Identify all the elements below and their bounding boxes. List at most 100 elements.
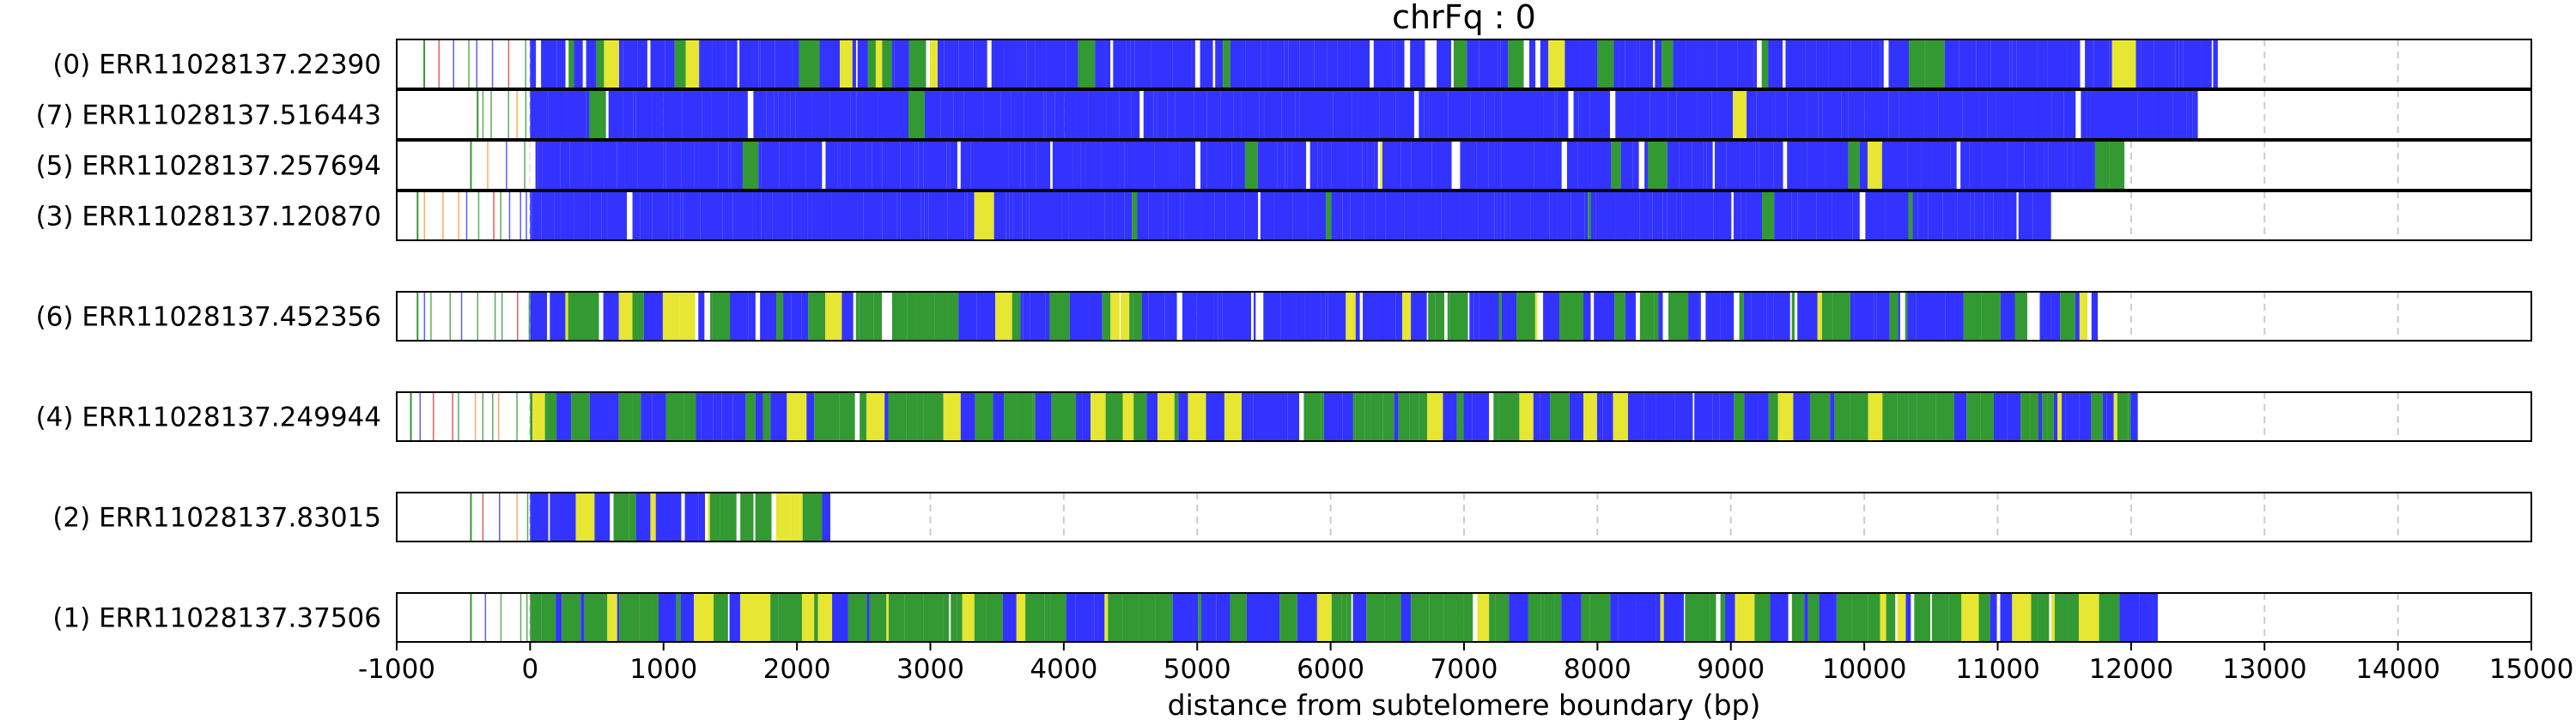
read-segment bbox=[1549, 191, 1552, 240]
read-segment bbox=[673, 141, 682, 190]
read-segment bbox=[492, 392, 494, 441]
read-segment bbox=[2102, 392, 2107, 441]
read-segment bbox=[605, 90, 609, 139]
read-segment bbox=[1945, 292, 1954, 341]
read-segment bbox=[1712, 141, 1716, 190]
read-segment bbox=[737, 39, 740, 88]
read-segment bbox=[639, 593, 653, 642]
read-segment bbox=[1916, 292, 1935, 341]
read-segment bbox=[1151, 39, 1167, 88]
read-label: (6) ERR11028137.452356 bbox=[36, 302, 381, 333]
read-segment bbox=[1251, 292, 1255, 341]
read-segment bbox=[778, 593, 782, 642]
read-segment bbox=[1215, 39, 1224, 88]
read-segment bbox=[1346, 292, 1356, 341]
read-segment bbox=[1825, 141, 1827, 190]
read-segment bbox=[1924, 39, 1945, 88]
read-segment bbox=[538, 141, 543, 190]
read-segment bbox=[1431, 39, 1437, 88]
read-segment bbox=[624, 141, 638, 190]
read-segment bbox=[1787, 141, 1802, 190]
read-segment bbox=[829, 90, 851, 139]
read-segment bbox=[643, 292, 663, 341]
read-segment bbox=[1157, 90, 1168, 139]
read-segment bbox=[1409, 392, 1419, 441]
read-segment bbox=[1639, 39, 1654, 88]
read-segment bbox=[516, 392, 518, 441]
read-segment bbox=[1182, 292, 1197, 341]
read-segment bbox=[2175, 39, 2179, 88]
read-segment bbox=[1279, 593, 1297, 642]
read-segment bbox=[1443, 593, 1464, 642]
read-segment bbox=[574, 39, 583, 88]
read-segment bbox=[1206, 392, 1224, 441]
read-segment bbox=[1934, 292, 1946, 341]
read-segment bbox=[1267, 39, 1285, 88]
track-frame bbox=[396, 291, 2532, 342]
read-segment bbox=[530, 493, 549, 542]
read-segment bbox=[747, 90, 754, 139]
read-segment bbox=[799, 39, 820, 88]
x-tick-label: 14000 bbox=[2355, 654, 2440, 685]
read-segment bbox=[2213, 39, 2218, 88]
read-segment bbox=[1928, 191, 1943, 240]
read-segment bbox=[1993, 191, 2003, 240]
read-segment bbox=[698, 292, 705, 341]
read-segment bbox=[474, 392, 477, 441]
read-segment bbox=[960, 392, 975, 441]
read-segment bbox=[2168, 39, 2176, 88]
read-segment bbox=[1966, 392, 1981, 441]
read-segment bbox=[695, 292, 699, 341]
read-segment bbox=[1288, 39, 1300, 88]
read-segment bbox=[1473, 593, 1478, 642]
read-segment bbox=[1905, 90, 1924, 139]
read-segment bbox=[1782, 39, 1786, 88]
read-segment bbox=[1746, 191, 1763, 240]
read-segment bbox=[1773, 141, 1783, 190]
read-segment bbox=[1564, 39, 1581, 88]
read-segment bbox=[2039, 292, 2051, 341]
read-segment bbox=[712, 292, 731, 341]
read-segment bbox=[676, 593, 681, 642]
read-segment bbox=[713, 191, 723, 240]
read-segment bbox=[976, 292, 996, 341]
read-segment bbox=[1739, 292, 1744, 341]
read-segment bbox=[1697, 90, 1712, 139]
read-segment bbox=[619, 593, 640, 642]
read-segment bbox=[825, 39, 840, 88]
read-segment bbox=[548, 90, 568, 139]
read-segment bbox=[1222, 292, 1242, 341]
read-segment bbox=[2050, 292, 2061, 341]
read-segment bbox=[1020, 292, 1024, 341]
x-tick-label: 9000 bbox=[1697, 654, 1765, 685]
read-segment bbox=[1888, 90, 1899, 139]
read-segment bbox=[1101, 141, 1120, 190]
read-segment bbox=[1419, 392, 1428, 441]
read-segment bbox=[2048, 141, 2068, 190]
read-segment bbox=[2047, 392, 2054, 441]
read-segment bbox=[1478, 191, 1495, 240]
read-segment bbox=[1663, 593, 1685, 642]
read-segment bbox=[1258, 191, 1261, 240]
read-segment bbox=[1196, 292, 1214, 341]
read-segment bbox=[590, 191, 602, 240]
read-segment bbox=[1990, 593, 1997, 642]
read-segment bbox=[1157, 392, 1175, 441]
read-segment bbox=[1316, 593, 1332, 642]
read-segment bbox=[987, 39, 992, 88]
read-segment bbox=[1893, 141, 1908, 190]
read-segment bbox=[1544, 593, 1555, 642]
read-segment bbox=[1724, 593, 1735, 642]
read-segment bbox=[753, 493, 756, 542]
read-segment bbox=[680, 593, 695, 642]
read-segment bbox=[1705, 292, 1721, 341]
read-segment bbox=[843, 191, 864, 240]
read-segment bbox=[1681, 191, 1696, 240]
read-segment bbox=[1501, 141, 1515, 190]
read-segment bbox=[1789, 292, 1792, 341]
read-segment bbox=[1987, 90, 1996, 139]
read-segment bbox=[671, 90, 683, 139]
read-segment bbox=[854, 392, 860, 441]
read-segment bbox=[1078, 39, 1096, 88]
read-segment bbox=[1504, 191, 1510, 240]
